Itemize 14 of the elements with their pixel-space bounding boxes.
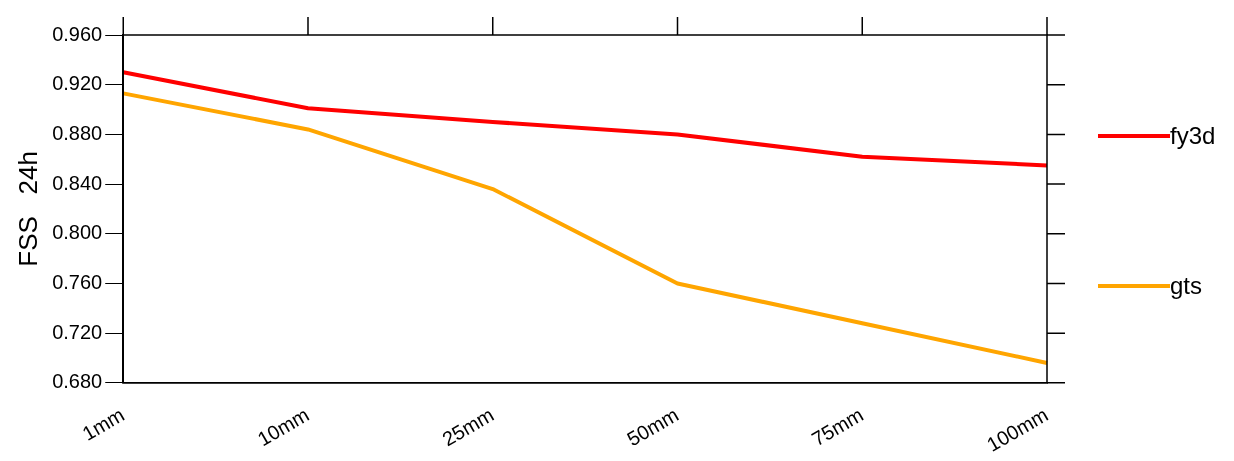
y-tick-label: 0.840 [52,171,103,194]
legend-label: gts [1170,272,1203,300]
y-tick-label: 0.800 [52,221,103,244]
y-tick-label: 0.880 [52,121,103,144]
legend-label: fy3d [1170,122,1216,150]
y-tick-label: 0.760 [52,270,103,293]
y-axis-title: FSS 24h [12,151,43,267]
x-tick-label: 50mm [623,403,683,451]
y-tick-label: 0.680 [52,370,103,393]
x-tick-label: 75mm [807,403,868,451]
y-tick-label: 0.960 [52,22,103,45]
y-tick-label: 0.920 [52,72,103,95]
y-tick-label: 0.720 [52,320,103,343]
x-tick-label: 1mm [78,403,129,445]
